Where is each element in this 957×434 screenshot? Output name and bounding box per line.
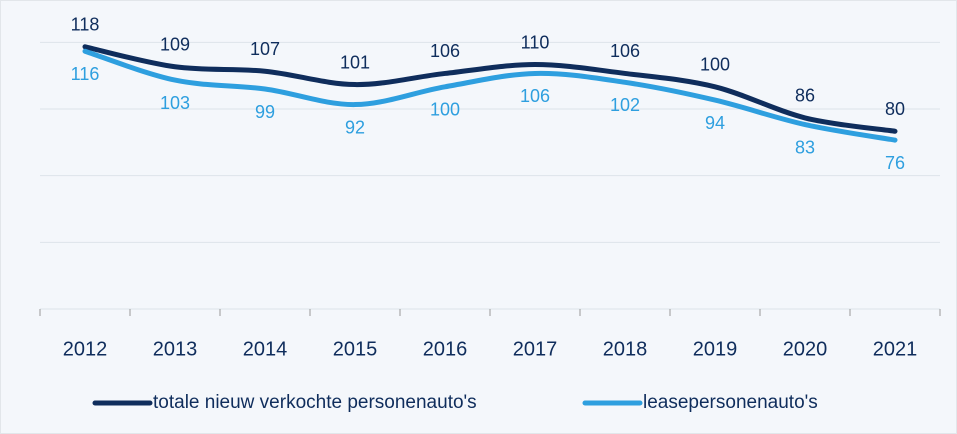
data-label: 100 bbox=[700, 55, 730, 75]
data-label: 83 bbox=[795, 137, 815, 157]
data-label: 80 bbox=[885, 99, 905, 119]
x-tick-label: 2016 bbox=[423, 338, 468, 360]
legend-label: totale nieuw verkochte personenauto's bbox=[153, 392, 477, 413]
data-label: 101 bbox=[340, 52, 370, 72]
data-label: 94 bbox=[705, 113, 725, 133]
data-label: 109 bbox=[160, 35, 190, 55]
x-tick-label: 2015 bbox=[333, 338, 378, 360]
data-label: 118 bbox=[71, 15, 100, 35]
data-label: 92 bbox=[345, 117, 365, 137]
data-label: 99 bbox=[255, 102, 275, 122]
x-tick-label: 2018 bbox=[603, 338, 648, 360]
data-label: 106 bbox=[610, 41, 640, 61]
data-label: 102 bbox=[610, 95, 640, 115]
x-tick-label: 2014 bbox=[243, 338, 288, 360]
data-label: 76 bbox=[885, 153, 905, 173]
x-tick-label: 2019 bbox=[693, 338, 738, 360]
x-tick-label: 2012 bbox=[63, 338, 108, 360]
data-label: 110 bbox=[521, 32, 550, 52]
series-line bbox=[82, 44, 898, 134]
data-label: 106 bbox=[520, 86, 550, 106]
legend-label: leasepersonenauto's bbox=[643, 392, 818, 413]
x-tick-label: 2013 bbox=[153, 338, 198, 360]
data-label: 107 bbox=[250, 39, 280, 59]
data-label: 103 bbox=[160, 93, 190, 113]
data-label: 86 bbox=[795, 86, 815, 106]
data-label: 100 bbox=[430, 100, 460, 120]
x-tick-label: 2017 bbox=[513, 338, 558, 360]
data-label: 116 bbox=[71, 64, 100, 84]
x-tick-label: 2020 bbox=[783, 338, 828, 360]
series-line bbox=[82, 48, 898, 143]
data-label: 106 bbox=[430, 41, 460, 61]
x-tick-label: 2021 bbox=[873, 338, 918, 360]
